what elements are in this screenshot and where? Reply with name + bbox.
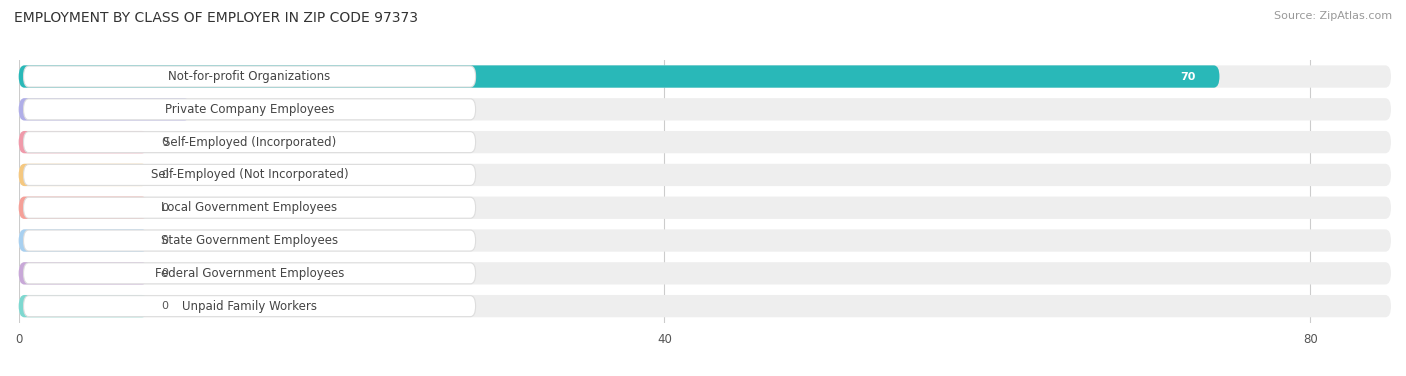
FancyBboxPatch shape [18, 197, 1391, 219]
Text: Local Government Employees: Local Government Employees [162, 201, 337, 214]
FancyBboxPatch shape [24, 132, 475, 153]
FancyBboxPatch shape [24, 230, 475, 251]
Text: 0: 0 [160, 268, 167, 278]
Text: 0: 0 [160, 235, 167, 246]
FancyBboxPatch shape [24, 263, 475, 284]
FancyBboxPatch shape [24, 296, 475, 317]
FancyBboxPatch shape [24, 197, 475, 218]
FancyBboxPatch shape [24, 99, 475, 120]
Text: 0: 0 [160, 203, 167, 213]
FancyBboxPatch shape [18, 262, 1391, 285]
Text: 0: 0 [160, 170, 167, 180]
FancyBboxPatch shape [18, 295, 1391, 317]
Text: 70: 70 [1180, 71, 1195, 82]
FancyBboxPatch shape [18, 229, 1391, 252]
Text: 10: 10 [150, 104, 166, 114]
FancyBboxPatch shape [18, 131, 1391, 153]
Text: Not-for-profit Organizations: Not-for-profit Organizations [169, 70, 330, 83]
FancyBboxPatch shape [18, 197, 148, 219]
Text: Unpaid Family Workers: Unpaid Family Workers [181, 300, 318, 312]
FancyBboxPatch shape [24, 164, 475, 185]
Text: Federal Government Employees: Federal Government Employees [155, 267, 344, 280]
Text: 0: 0 [160, 137, 167, 147]
FancyBboxPatch shape [18, 164, 148, 186]
Text: EMPLOYMENT BY CLASS OF EMPLOYER IN ZIP CODE 97373: EMPLOYMENT BY CLASS OF EMPLOYER IN ZIP C… [14, 11, 418, 25]
FancyBboxPatch shape [18, 65, 1219, 88]
Text: 0: 0 [160, 301, 167, 311]
FancyBboxPatch shape [18, 164, 1391, 186]
Text: Source: ZipAtlas.com: Source: ZipAtlas.com [1274, 11, 1392, 21]
Text: State Government Employees: State Government Employees [162, 234, 337, 247]
FancyBboxPatch shape [18, 98, 190, 120]
Text: Self-Employed (Incorporated): Self-Employed (Incorporated) [163, 136, 336, 149]
FancyBboxPatch shape [18, 131, 148, 153]
FancyBboxPatch shape [18, 65, 1391, 88]
FancyBboxPatch shape [18, 98, 1391, 120]
Text: Private Company Employees: Private Company Employees [165, 103, 335, 116]
FancyBboxPatch shape [18, 295, 148, 317]
FancyBboxPatch shape [18, 229, 148, 252]
Text: Self-Employed (Not Incorporated): Self-Employed (Not Incorporated) [150, 168, 349, 182]
FancyBboxPatch shape [24, 66, 475, 87]
FancyBboxPatch shape [18, 262, 148, 285]
